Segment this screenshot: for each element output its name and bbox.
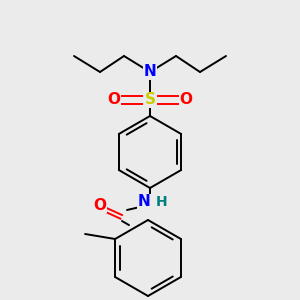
Text: S: S [145,92,155,107]
Text: N: N [138,194,150,209]
Text: O: O [107,92,121,107]
Text: O: O [179,92,193,107]
Text: O: O [94,197,106,212]
Text: H: H [156,195,168,209]
Text: N: N [144,64,156,80]
